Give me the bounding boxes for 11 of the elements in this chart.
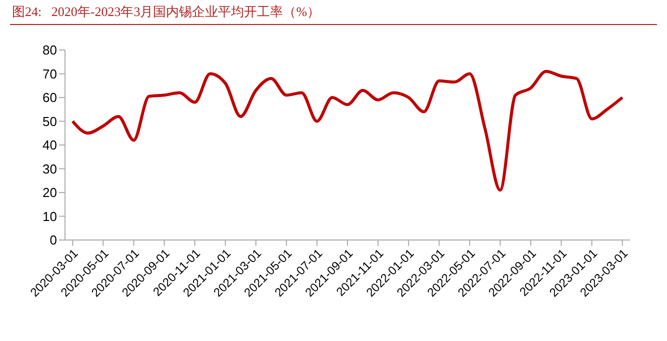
y-tick-label: 60 <box>42 90 57 106</box>
y-tick-label: 0 <box>50 232 57 248</box>
y-tick-label: 50 <box>42 114 57 129</box>
y-tick-label: 70 <box>42 66 57 82</box>
y-tick-label: 10 <box>42 208 57 224</box>
y-tick-label: 20 <box>42 185 57 200</box>
y-tick-label: 40 <box>42 138 57 153</box>
chart-title: 图24: 2020年-2023年3月国内锡企业平均开工率（%） <box>12 3 320 21</box>
y-tick-label: 30 <box>42 161 57 176</box>
y-tick-label: 80 <box>42 42 57 58</box>
line-series <box>71 70 624 192</box>
